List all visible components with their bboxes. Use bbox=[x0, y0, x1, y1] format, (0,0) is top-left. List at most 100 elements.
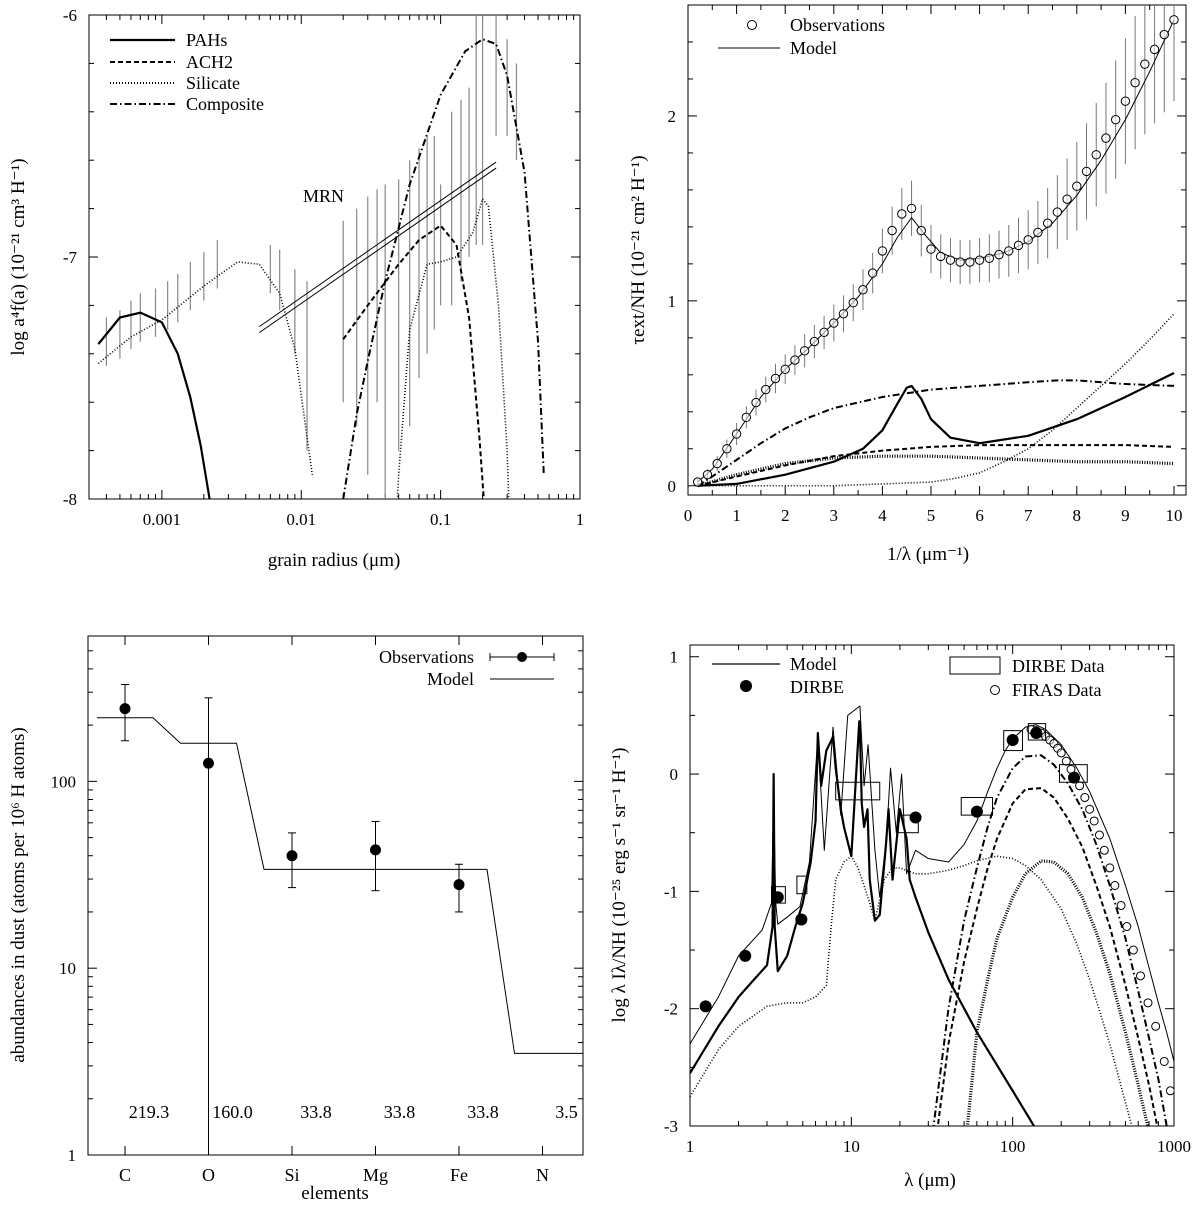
abundances-category-fe: Fe bbox=[450, 1165, 468, 1185]
extinction-x-tick-label: 10 bbox=[1166, 506, 1183, 525]
abundances-category-n: N bbox=[536, 1165, 549, 1185]
emission-series-silicate-thick bbox=[965, 859, 1150, 1126]
extinction-observation-point bbox=[1062, 194, 1072, 204]
extinction-legend: Observations Model bbox=[718, 15, 885, 58]
size-distribution-y-tick-label: -6 bbox=[63, 6, 77, 25]
abundances-axes-frame bbox=[87, 635, 584, 1156]
size-distribution-series bbox=[97, 38, 545, 499]
extinction-x-tick-label: 4 bbox=[878, 506, 887, 525]
legend-label-observations: Observations bbox=[379, 647, 474, 667]
legend-marker-dirbe-data bbox=[949, 656, 1001, 675]
extinction-observation-point bbox=[1042, 218, 1053, 228]
abundances-x-ticks: C O Si Mg Fe N bbox=[119, 636, 549, 1185]
extinction-series-pahs bbox=[697, 371, 1175, 487]
size-distribution-error-bars bbox=[105, 15, 518, 499]
abundances-y-tick-label: 1 bbox=[68, 1146, 77, 1165]
size-distribution-panel: 0.001 0.01 0.1 1 -8 -7 -6 MRN PAHs ACH2 Silic… bbox=[8, 6, 585, 571]
extinction-observation-point bbox=[790, 355, 800, 365]
legend-marker-firas bbox=[990, 685, 1000, 695]
abundances-category-si: Si bbox=[284, 1165, 299, 1185]
abundances-model-line bbox=[97, 717, 583, 1054]
extinction-x-tick-label: 3 bbox=[830, 506, 839, 525]
extinction-observation-point bbox=[906, 203, 917, 214]
emission-firas-points bbox=[1026, 724, 1174, 1096]
abundances-observation-point bbox=[453, 879, 465, 891]
emission-dirbe-point bbox=[909, 811, 922, 824]
size-distribution-series-mrn-upper bbox=[259, 161, 497, 328]
extinction-observation-point bbox=[897, 209, 907, 219]
extinction-x-ticks: 0 1 2 3 4 5 6 7 8 9 10 bbox=[684, 5, 1183, 525]
abundances-y-tick-label: 100 bbox=[51, 772, 77, 791]
emission-firas-point bbox=[1094, 830, 1104, 840]
emission-dirbe-point bbox=[1006, 734, 1019, 747]
emission-y-label: log λ Iλ/NH (10⁻²⁵ erg s⁻¹ sr⁻¹ H⁻¹) bbox=[609, 748, 630, 1023]
size-distribution-legend: PAHs ACH2 Silicate Composite bbox=[110, 30, 264, 114]
extinction-observation-point bbox=[809, 336, 820, 347]
emission-x-tick-label: 1000 bbox=[1157, 1137, 1191, 1156]
extinction-series-composite bbox=[697, 379, 1175, 487]
emission-firas-point bbox=[1128, 945, 1138, 955]
emission-firas-point bbox=[1105, 863, 1115, 873]
legend-marker-observations bbox=[747, 20, 757, 30]
extinction-observation-point bbox=[770, 373, 781, 384]
emission-series-composite bbox=[932, 754, 1168, 1126]
extinction-axes-frame bbox=[687, 4, 1187, 496]
extinction-observation-point bbox=[1159, 29, 1169, 40]
extinction-y-tick-label: 2 bbox=[668, 107, 677, 126]
emission-dirbe-point bbox=[771, 891, 784, 904]
emission-firas-point bbox=[1080, 793, 1090, 803]
emission-firas-point bbox=[1122, 922, 1132, 932]
extinction-observations bbox=[693, 15, 1179, 487]
abundances-y-tick-label: 10 bbox=[59, 959, 76, 978]
extinction-observation-point bbox=[936, 251, 946, 262]
abundances-observation-point bbox=[286, 850, 298, 862]
extinction-observation-point bbox=[926, 244, 936, 254]
legend-label-ach2: ACH2 bbox=[186, 52, 233, 72]
emission-series bbox=[690, 705, 1174, 1126]
extinction-y-ticks: 0 1 2 bbox=[668, 41, 1186, 496]
extinction-observation-point bbox=[965, 257, 975, 267]
extinction-x-tick-label: 7 bbox=[1024, 506, 1033, 525]
extinction-observation-point bbox=[1072, 181, 1082, 191]
extinction-observation-point bbox=[1130, 77, 1140, 88]
size-distribution-annotation-mrn: MRN bbox=[303, 186, 344, 206]
emission-dirbe-point bbox=[1068, 771, 1081, 784]
extinction-observation-point bbox=[877, 246, 888, 256]
extinction-series-ach2 bbox=[697, 444, 1175, 487]
abundances-model-value-label: 33.8 bbox=[300, 1102, 332, 1122]
abundances-model-value-label: 33.8 bbox=[467, 1102, 499, 1122]
extinction-observation-point bbox=[858, 285, 868, 295]
abundances-model-value-label: 219.3 bbox=[129, 1102, 170, 1122]
emission-legend: Model DIRBE DIRBE Data FIRAS Data bbox=[712, 654, 1104, 700]
emission-firas-point bbox=[1116, 900, 1126, 910]
emission-firas-point bbox=[1056, 748, 1066, 758]
extinction-observation-point bbox=[712, 458, 722, 469]
extinction-observation-point bbox=[848, 297, 858, 308]
size-distribution-x-tick-label: 0.01 bbox=[286, 510, 316, 529]
extinction-observation-point bbox=[1004, 246, 1014, 256]
emission-firas-point bbox=[1151, 1021, 1161, 1031]
legend-label-model: Model bbox=[790, 38, 837, 58]
extinction-observation-point bbox=[1081, 166, 1092, 177]
abundances-plot-area bbox=[97, 684, 583, 1155]
extinction-observation-point bbox=[984, 253, 995, 264]
emission-x-ticks: 1 10 100 1000 bbox=[686, 645, 1191, 1156]
size-distribution-x-tick-label: 0.001 bbox=[143, 510, 181, 529]
extinction-observation-point bbox=[1013, 240, 1024, 251]
size-distribution-x-tick-label: 1 bbox=[576, 510, 585, 529]
extinction-series bbox=[697, 19, 1175, 488]
extinction-x-tick-label: 5 bbox=[927, 506, 936, 525]
abundances-model bbox=[97, 717, 583, 1054]
emission-plot-area bbox=[690, 705, 1174, 1126]
size-distribution-series-mrn-lower bbox=[259, 167, 497, 334]
abundances-category-mg: Mg bbox=[363, 1165, 388, 1185]
emission-y-tick-label: -3 bbox=[664, 1117, 678, 1136]
extinction-observation-point bbox=[1120, 96, 1131, 106]
extinction-observation-point bbox=[867, 268, 878, 278]
emission-series-model bbox=[690, 705, 1174, 1062]
legend-label-pahs: PAHs bbox=[186, 30, 227, 50]
abundances-category-o: O bbox=[202, 1165, 215, 1185]
extinction-observation-point bbox=[1052, 207, 1063, 217]
size-distribution-series-ach2 bbox=[342, 224, 485, 499]
